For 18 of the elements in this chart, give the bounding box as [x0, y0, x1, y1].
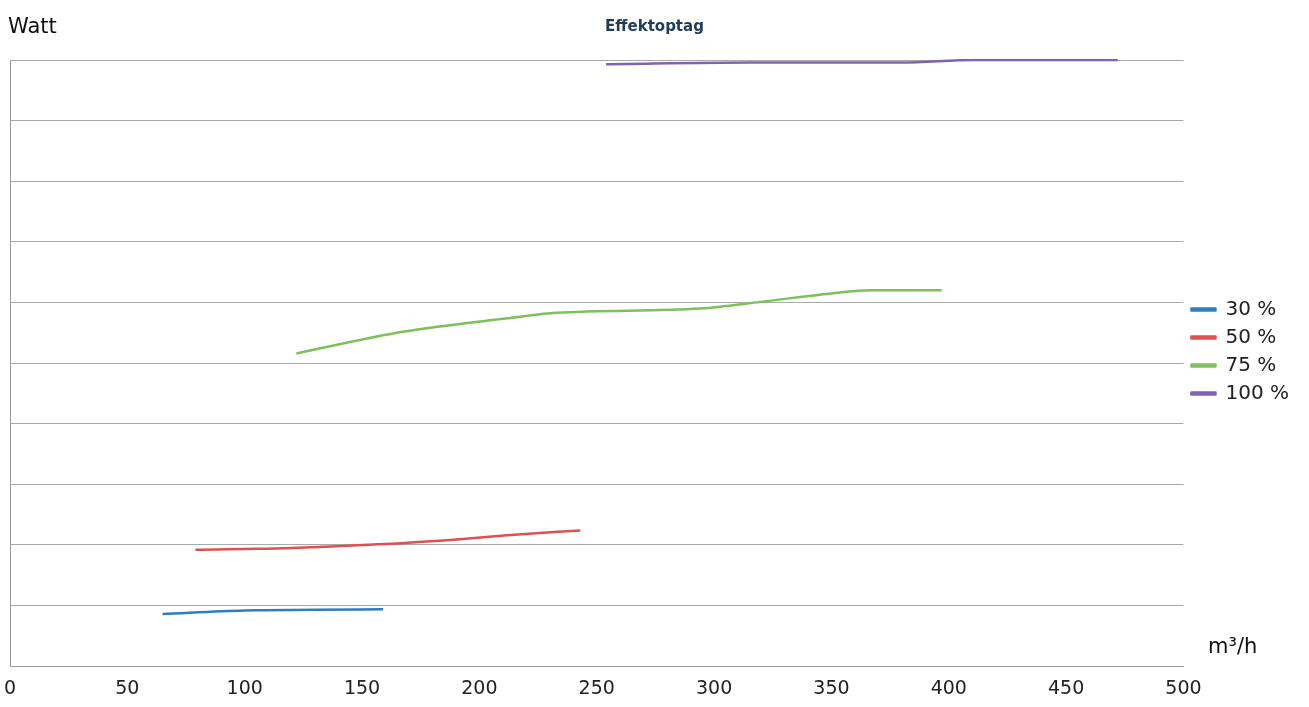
- legend-label: 100 %: [1225, 379, 1290, 404]
- legend-label: 75 %: [1225, 351, 1277, 376]
- x-tick-label: 250: [578, 675, 615, 698]
- x-tick-label: 200: [461, 675, 498, 698]
- x-tick-label: 100: [226, 675, 263, 698]
- x-tick-label: 50: [115, 675, 140, 698]
- x-tick-label: 400: [930, 675, 967, 698]
- legend-label: 50 %: [1225, 323, 1277, 348]
- x-tick-label: 300: [695, 675, 733, 698]
- x-tick-label: 150: [343, 675, 381, 698]
- x-tick-label: 350: [813, 675, 850, 698]
- x-tick-label: 0: [3, 675, 17, 698]
- chart-title: Effektoptag: [605, 16, 704, 35]
- y-axis-title: Watt: [8, 14, 57, 38]
- x-tick-label: 500: [1165, 675, 1202, 698]
- x-axis-title: m³/h: [1208, 634, 1258, 658]
- x-tick-label: 450: [1047, 675, 1085, 698]
- legend-label: 30 %: [1225, 295, 1277, 320]
